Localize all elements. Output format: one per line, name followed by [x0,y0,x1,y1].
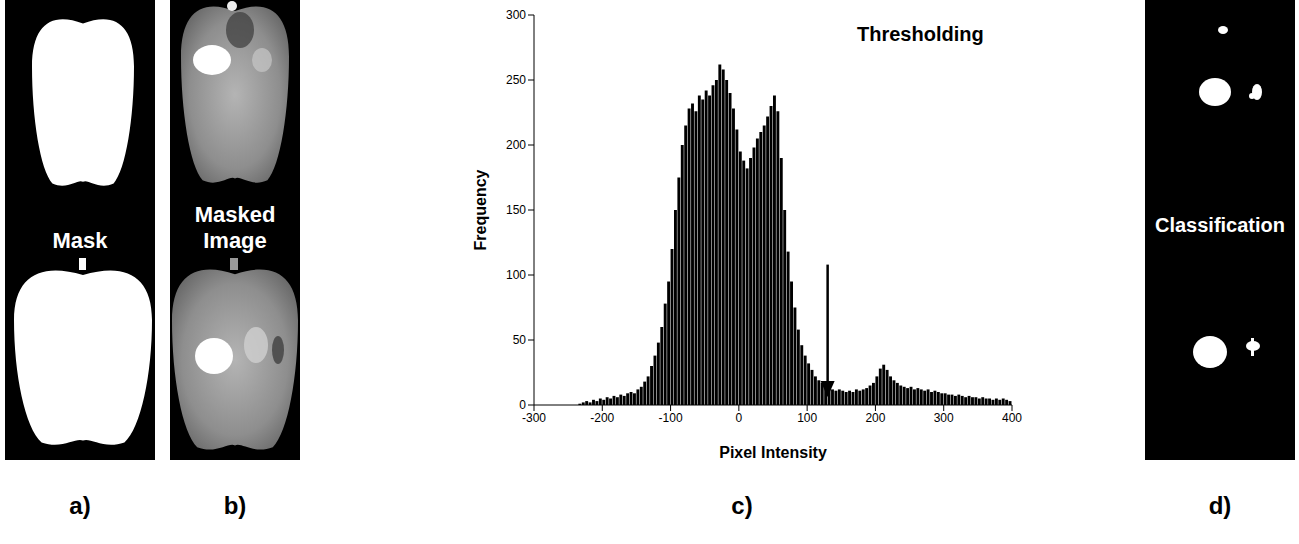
svg-text:400: 400 [1002,411,1022,425]
svg-text:-200: -200 [590,411,614,425]
html-text:b): b) [223,492,247,519]
html-text:d): d) [1208,492,1232,519]
svg-text:Classification: Classification [1155,214,1285,236]
svg-text:300: 300 [934,411,954,425]
svg-text:200: 200 [865,411,885,425]
svg-text:200: 200 [506,138,526,152]
svg-text:250: 250 [506,73,526,87]
svg-text:150: 150 [506,203,526,217]
svg-text:0: 0 [519,398,526,412]
svg-text:100: 100 [797,411,817,425]
svg-text:-100: -100 [659,411,683,425]
html-text:a): a) [69,492,91,519]
html-text:Thresholding: Thresholding [857,23,984,45]
svg-text:MaskedImage: MaskedImage [195,202,276,253]
svg-text:100: 100 [506,268,526,282]
html-text:c): c) [731,492,753,519]
svg-text:Pixel Intensity: Pixel Intensity [719,444,827,461]
svg-text:0: 0 [736,411,743,425]
svg-text:300: 300 [506,8,526,22]
svg-text:Frequency: Frequency [472,169,489,250]
svg-text:50: 50 [513,333,527,347]
svg-text:Mask: Mask [52,228,108,253]
svg-text:-300: -300 [522,411,546,425]
